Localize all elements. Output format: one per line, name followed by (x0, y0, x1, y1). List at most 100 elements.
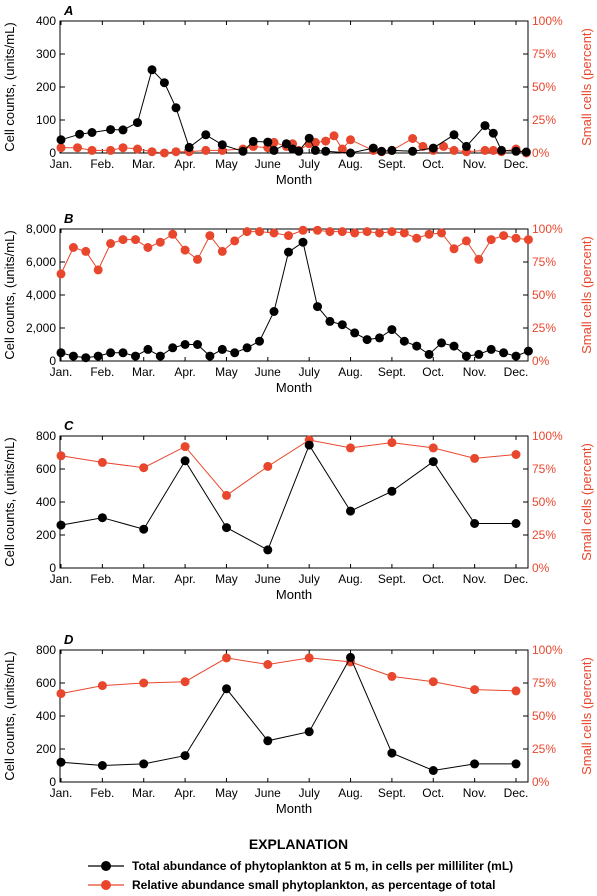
panel-c-xtick-label: June (255, 572, 281, 586)
panel-a-series-total-point (184, 142, 194, 152)
panel-b-ytick-left-label: 0 (49, 354, 56, 368)
panel-d-ytick-right-label: 100% (532, 643, 563, 657)
panel-b-xtick-label: May (215, 365, 238, 379)
panel-a-series-total-point (263, 137, 273, 147)
panel-a-series-small-point (133, 144, 142, 154)
panel-b-series-small-point (284, 231, 293, 241)
panel-a-series-total-point (294, 146, 304, 156)
panel-a-series-total-point (269, 145, 279, 155)
panel-b-series-total-point (424, 349, 434, 359)
panel-c-ytick-right-label: 100% (532, 429, 563, 443)
panel-d-ytick-left-label: 200 (36, 742, 56, 756)
panel-d-ylabel-left: Cell counts, (units/mL) (2, 651, 17, 780)
panel-a-ytick-right-label: 0% (532, 146, 550, 160)
panel-d-series-total-point (470, 759, 480, 769)
panel-d-ytick-right-label: 25% (532, 742, 556, 756)
panel-b-series-total-point (313, 302, 322, 312)
panel-b-series-small-point (412, 233, 422, 243)
panel-c-series-total-point (139, 524, 149, 534)
panel-a-xtick-label: Mar. (132, 157, 155, 171)
panel-c-ylabel-right: Small cells (percent) (579, 443, 594, 561)
panel-a-xtick-label: May (215, 157, 238, 171)
panel-a-series-small-point (171, 147, 181, 157)
panel-d-series-small-point (304, 653, 314, 663)
panel-a-series-total-point (75, 129, 85, 139)
panel-b-series-total-point (337, 320, 347, 330)
panel-b-series-total-point (449, 341, 459, 351)
panel-d-series-small-point (56, 689, 66, 699)
panel-a-xtick-label: Oct. (422, 157, 444, 171)
panel-c-ytick-left-label: 200 (36, 528, 56, 542)
panel-d-series-small-point (428, 677, 438, 687)
panel-c-series-total-point (304, 440, 314, 450)
panel-c-xtick-label: Feb. (90, 572, 114, 586)
panel-c-xlabel: Month (276, 587, 312, 602)
panel-b-series-total-point (168, 343, 178, 353)
panel-d-series-total-point (56, 757, 66, 767)
panel-a-series-total-point (201, 130, 211, 140)
panel-b-xtick-label: Sept. (378, 365, 406, 379)
panel-a-series-total-point (87, 128, 97, 137)
panel-b-series-total-point (255, 336, 264, 346)
panel-b-series-small-point (499, 231, 509, 241)
panel-a-label: A (63, 3, 73, 18)
panel-b-series-small-line (60, 229, 529, 275)
panel-a-ytick-left-label: 0 (49, 146, 56, 160)
panel-a-ytick-right-label: 25% (532, 113, 556, 127)
panel-c-ytick-left-label: 600 (36, 462, 56, 476)
panel-a-series-small-point (159, 148, 169, 158)
panel-c-ylabel-left: Cell counts, (units/mL) (2, 437, 17, 566)
panel-a-ytick-left-label: 400 (36, 14, 56, 28)
panel-d-xtick-label: Oct. (422, 786, 444, 800)
panel-b-series-total-point (511, 351, 521, 361)
panel-d-ytick-left-label: 0 (49, 775, 56, 789)
panel-b-series-small-point (325, 227, 335, 237)
panel-c-label: C (64, 418, 74, 433)
panel-a-ytick-left-label: 100 (36, 113, 56, 127)
panel-a-series-total-point (368, 143, 378, 153)
panel-b-series-small-point (474, 254, 484, 264)
panel-d-series-small-point (139, 678, 149, 688)
panel-b-xtick-label: June (255, 365, 281, 379)
panel-b-series-small-point (205, 231, 215, 241)
panel-c-series-small-point (263, 461, 273, 471)
panel-d-ytick-right-label: 0% (532, 775, 550, 789)
panel-b-series-small-point (255, 227, 264, 237)
panel-b-series-total-point (93, 351, 103, 361)
panel-a-series-small-point (56, 143, 66, 153)
panel-c-ytick-left-label: 400 (36, 495, 56, 509)
panel-a-series-small-point (337, 144, 347, 154)
panel-a-series-small-point (439, 141, 449, 151)
panel-a-series-total-point (521, 147, 531, 157)
panel-d-xtick-label: Feb. (90, 786, 114, 800)
panel-b-series-total-point (284, 247, 293, 257)
panel-a-series-total-point (346, 148, 355, 158)
panel-c-xtick-label: Jan. (50, 572, 73, 586)
panel-d-xlabel: Month (276, 801, 312, 816)
panel-b-series-total-line (60, 241, 529, 359)
panel-b-xtick-label: Oct. (422, 365, 444, 379)
panel-b-series-total-point (486, 344, 496, 354)
legend-item-total: Total abundance of phytoplankton at 5 m,… (86, 858, 586, 874)
panel-b-series-small-point (68, 243, 78, 252)
panel-d-series-total-point (139, 759, 149, 769)
panel-d-series-total-point (304, 727, 314, 737)
panel-c-series-small-point (180, 442, 190, 452)
panel-b-xlabel: Month (276, 380, 312, 395)
panel-d-ytick-left-label: 600 (36, 676, 56, 690)
panel-a-xtick-label: Dec. (504, 157, 529, 171)
panel-b-series-total-point (131, 351, 140, 361)
panel-a-series-total-point (428, 143, 438, 153)
panel-a-series-small-point (480, 145, 490, 155)
panel-c-series-total-point (346, 506, 355, 516)
panel-c-series-total-point (511, 519, 521, 528)
legend-label-small: Relative abundance small phytoplankton, … (132, 878, 496, 892)
panel-b-series-total-point (155, 351, 165, 361)
panel-c-xtick-label: Apr. (174, 572, 195, 586)
panel-d-label: D (64, 632, 74, 647)
panel-a-series-total-point (480, 121, 490, 131)
panel-b-series-small-point (118, 235, 128, 245)
panel-b-series-small-point (362, 227, 372, 237)
panel-b-ytick-right-label: 75% (532, 255, 556, 269)
phytoplankton-figure: A Jan. Feb. Mar. Apr. May June July Aug. Sept. Oct… (2, 3, 594, 816)
